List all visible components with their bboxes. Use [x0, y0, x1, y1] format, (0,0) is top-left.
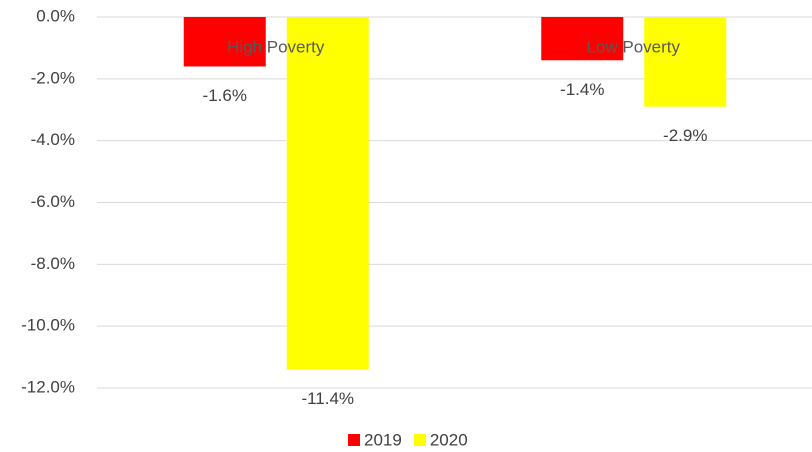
category-label: Low Poverty [586, 37, 680, 56]
data-label: -11.4% [301, 389, 354, 408]
y-tick-label: 0.0% [36, 6, 75, 25]
legend-swatch [348, 434, 360, 446]
legend-swatch [413, 434, 426, 446]
bar [541, 17, 624, 61]
y-tick-label: -2.0% [31, 68, 75, 87]
bar [286, 17, 369, 370]
y-tick-label: -8.0% [31, 254, 75, 273]
legend-label: 2019 [364, 430, 402, 449]
data-label: -1.6% [203, 86, 247, 105]
y-tick-label: -10.0% [21, 316, 75, 335]
y-tick-label: -4.0% [31, 130, 75, 149]
y-tick-label: -12.0% [21, 377, 75, 396]
y-tick-label: -6.0% [31, 192, 75, 211]
data-label: -2.9% [663, 126, 707, 145]
bar [183, 17, 266, 67]
category-label: High Poverty [227, 37, 325, 56]
legend-label: 2020 [430, 430, 468, 449]
data-label: -1.4% [560, 80, 604, 99]
bar [644, 17, 727, 107]
